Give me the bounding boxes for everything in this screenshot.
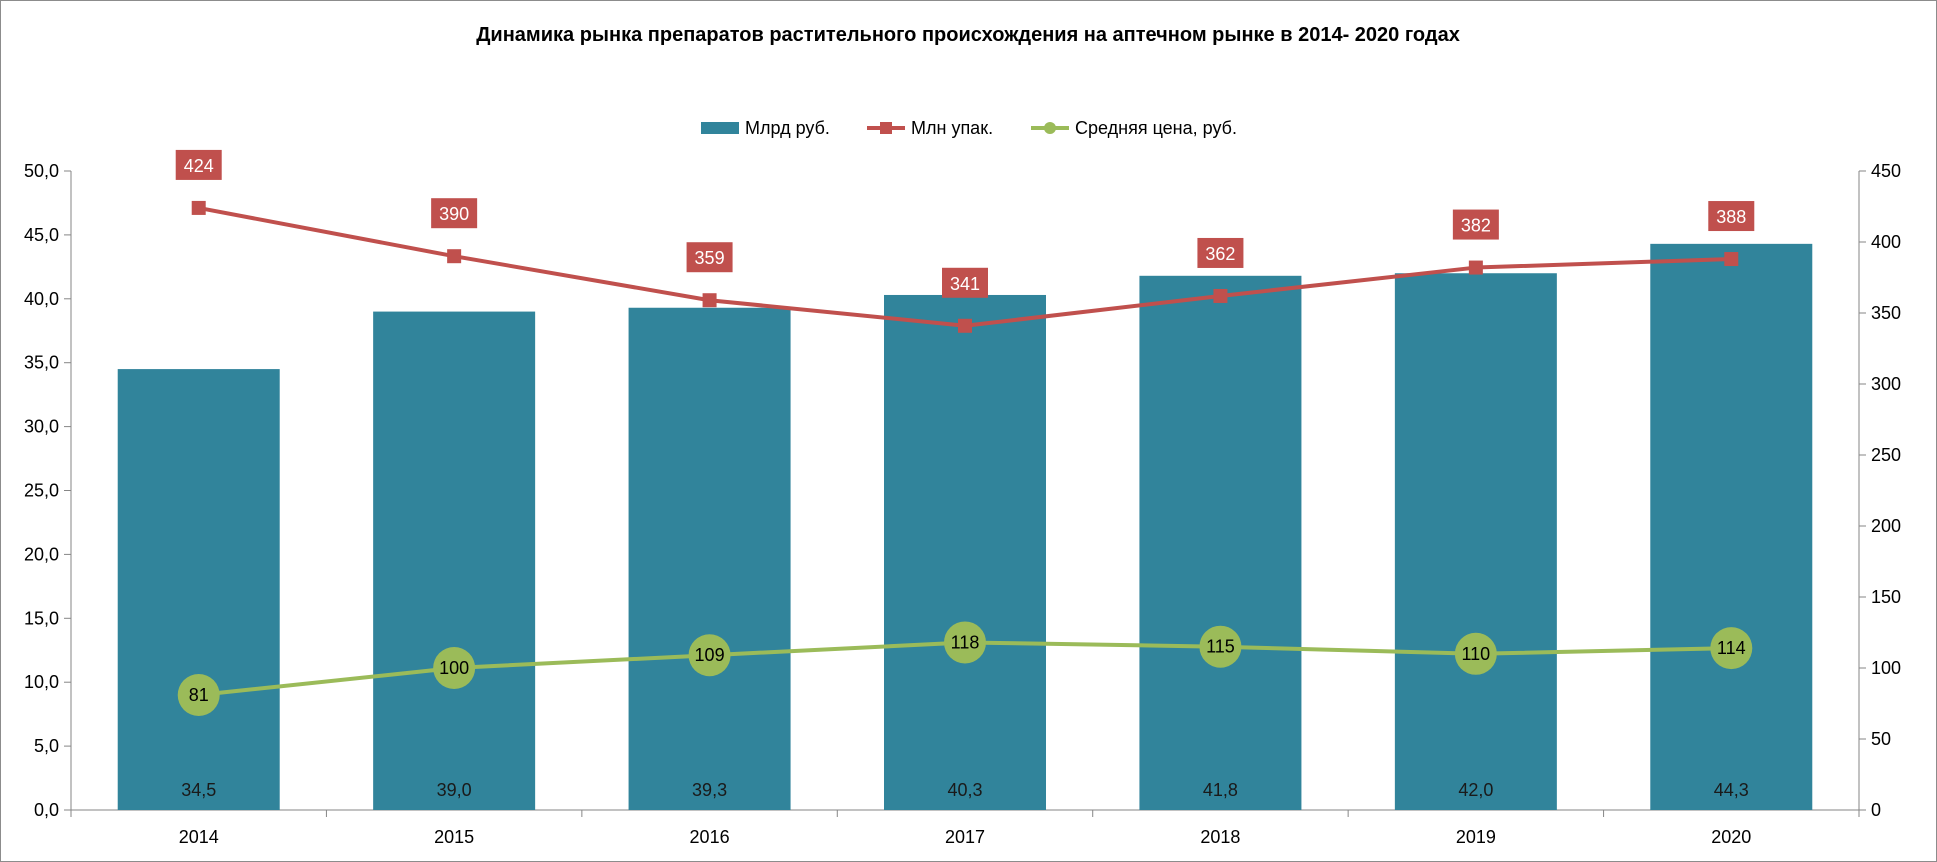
y-left-tick-label: 20,0 bbox=[24, 544, 59, 564]
bar bbox=[117, 369, 280, 810]
bar-data-label: 44,3 bbox=[1714, 780, 1749, 800]
y-left-tick-label: 0,0 bbox=[34, 800, 59, 820]
line-series: 424 390 359 341 362 382 388 81 100 109 118 115 110 11… bbox=[175, 149, 1755, 716]
line-point bbox=[177, 673, 220, 716]
y-left-tick-label: 50,0 bbox=[24, 161, 59, 181]
x-tick-label: 2018 bbox=[1200, 827, 1240, 847]
bar-series: 34,5 39,0 39,3 40,3 41,8 42,0 44,3 bbox=[117, 243, 1813, 810]
data-label-box bbox=[1197, 237, 1244, 268]
line-point bbox=[944, 621, 986, 664]
avg-price-series: 81 100 109 118 115 110 114 bbox=[177, 621, 1753, 716]
y-left-tick-label: 10,0 bbox=[24, 672, 59, 692]
legend-item: Средняя цена, руб. bbox=[1031, 118, 1237, 138]
data-label-box bbox=[942, 267, 988, 298]
bar-data-label: 41,8 bbox=[1203, 780, 1238, 800]
x-tick-label: 2015 bbox=[434, 827, 474, 847]
line-point bbox=[1710, 627, 1753, 670]
legend-marker bbox=[880, 122, 892, 134]
y-right-tick-label: 100 bbox=[1871, 658, 1901, 678]
line-data-label: 341 bbox=[950, 274, 980, 294]
x-tick-label: 2016 bbox=[690, 827, 730, 847]
line-data-label: 109 bbox=[695, 645, 725, 665]
y-left-tick-label: 25,0 bbox=[24, 481, 59, 501]
y-left-tick-label: 15,0 bbox=[24, 608, 59, 628]
line-data-label: 362 bbox=[1205, 244, 1235, 264]
x-tick-label: 2019 bbox=[1456, 827, 1496, 847]
data-label-box bbox=[431, 198, 478, 229]
bar bbox=[1139, 275, 1302, 810]
legend-label: Млрд руб. bbox=[745, 118, 830, 138]
line-point bbox=[1454, 632, 1497, 675]
y-left-tick-label: 30,0 bbox=[24, 417, 59, 437]
bar bbox=[884, 294, 1046, 810]
legend-item: Млрд руб. bbox=[701, 118, 830, 138]
line-data-label: 100 bbox=[439, 658, 469, 678]
bar bbox=[628, 307, 791, 810]
legend-swatch bbox=[701, 122, 739, 134]
line-point bbox=[958, 318, 972, 333]
axes: 0,0 5,0 10,0 15,0 20,0 25,0 30,0 35,0 40,0 45,0 50… bbox=[24, 161, 1901, 847]
line-point bbox=[1724, 252, 1739, 267]
y-right-tick-label: 300 bbox=[1871, 374, 1901, 394]
y-left-tick-label: 40,0 bbox=[24, 289, 59, 309]
line-point bbox=[1468, 260, 1483, 275]
line-point bbox=[1199, 625, 1242, 668]
line-data-label: 118 bbox=[951, 632, 980, 652]
y-right-tick-label: 50 bbox=[1871, 729, 1891, 749]
y-right-tick-label: 400 bbox=[1871, 232, 1901, 252]
chart-title: Динамика рынка препаратов растительного … bbox=[476, 24, 1460, 46]
legend-label: Средняя цена, руб. bbox=[1075, 118, 1237, 138]
line-data-label: 390 bbox=[439, 204, 469, 224]
x-tick-label: 2017 bbox=[945, 827, 985, 847]
y-right-tick-label: 200 bbox=[1871, 516, 1901, 536]
y-right-tick-label: 250 bbox=[1871, 445, 1901, 465]
line-point bbox=[191, 200, 206, 215]
line-point bbox=[433, 647, 476, 689]
data-label-box bbox=[175, 149, 222, 180]
y-left-tick-label: 5,0 bbox=[34, 736, 59, 756]
data-label-box bbox=[1708, 201, 1755, 232]
x-tick-label: 2014 bbox=[179, 827, 219, 847]
line-data-label: 115 bbox=[1206, 637, 1235, 657]
line-data-label: 424 bbox=[184, 156, 214, 176]
bar bbox=[373, 311, 536, 810]
data-label-box bbox=[1452, 209, 1499, 240]
line-point bbox=[447, 249, 462, 264]
line-point bbox=[1213, 288, 1228, 303]
bar-data-label: 39,0 bbox=[437, 780, 472, 800]
line-data-label: 81 bbox=[189, 685, 209, 705]
legend-label: Млн упак. bbox=[911, 118, 993, 138]
bar bbox=[1394, 273, 1557, 810]
packages-series: 424 390 359 341 362 382 388 bbox=[175, 149, 1755, 333]
legend-item: Млн упак. bbox=[867, 118, 993, 138]
y-left-tick-label: 45,0 bbox=[24, 225, 59, 245]
y-right-tick-label: 350 bbox=[1871, 303, 1901, 323]
bar-data-label: 34,5 bbox=[181, 780, 216, 800]
x-tick-label: 2020 bbox=[1711, 827, 1751, 847]
bar-data-label: 39,3 bbox=[692, 780, 727, 800]
y-right-tick-label: 0 bbox=[1871, 800, 1881, 820]
bar-data-label: 40,3 bbox=[947, 780, 982, 800]
legend: Млрд руб. Млн упак. Средняя цена, руб. bbox=[701, 118, 1237, 138]
legend-marker bbox=[1044, 122, 1056, 134]
y-right-tick-label: 150 bbox=[1871, 587, 1901, 607]
data-label-box bbox=[686, 242, 733, 273]
y-left-tick-label: 35,0 bbox=[24, 353, 59, 373]
line-data-label: 114 bbox=[1717, 638, 1746, 658]
line-point bbox=[688, 634, 731, 677]
bar-data-label: 42,0 bbox=[1458, 780, 1493, 800]
y-right-tick-label: 450 bbox=[1871, 161, 1901, 181]
line-data-label: 359 bbox=[695, 248, 725, 268]
line-data-label: 388 bbox=[1716, 207, 1746, 227]
line-data-label: 110 bbox=[1462, 644, 1491, 664]
line-point bbox=[702, 293, 717, 308]
bar bbox=[1650, 243, 1813, 810]
line-data-label: 382 bbox=[1461, 216, 1491, 236]
